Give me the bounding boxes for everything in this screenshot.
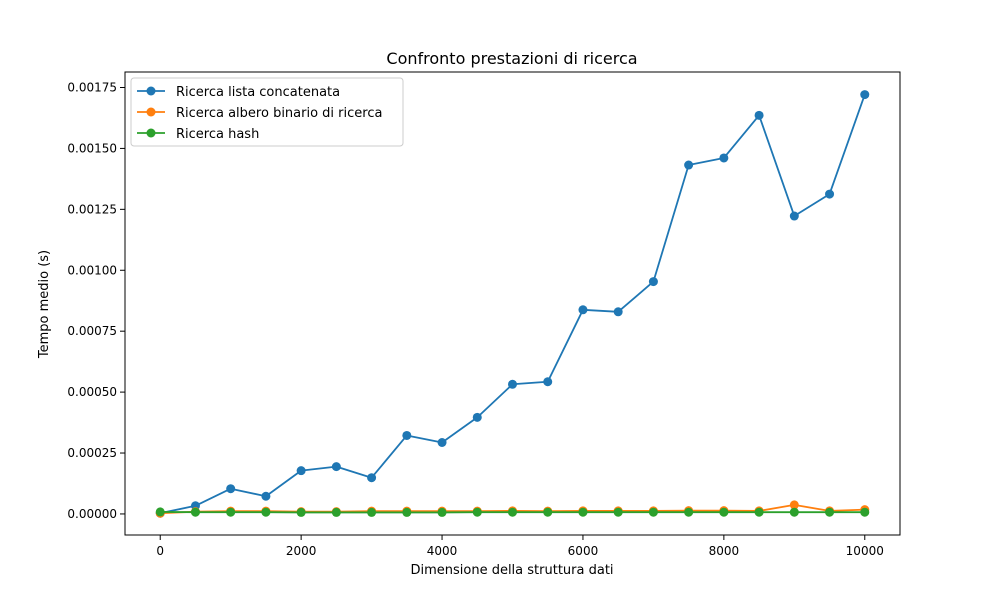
y-tick-label: 0.00000 [67,507,117,521]
data-point [155,507,165,517]
data-point [613,507,623,517]
data-point [226,484,236,494]
data-point [437,507,447,517]
y-tick-label: 0.00150 [67,141,117,155]
data-point [190,507,200,517]
legend-marker [146,86,156,96]
data-point [472,507,482,517]
y-axis-ticks: 0.00000 0.00025 0.00050 0.00075 0.00100 0.001… [67,80,125,521]
data-point [226,507,236,517]
x-tick-label: 6000 [568,544,599,558]
data-point [331,462,341,472]
legend-marker [146,128,156,138]
legend-marker [146,107,156,117]
y-tick-label: 0.00025 [67,446,117,460]
data-point [367,507,377,517]
data-point [543,377,553,387]
data-point [261,507,271,517]
series-3 [155,507,870,517]
data-point [825,507,835,517]
data-point [367,473,377,483]
data-point [684,160,694,170]
x-tick-label: 8000 [709,544,740,558]
data-point [296,466,306,476]
data-point [578,507,588,517]
y-tick-label: 0.00075 [67,324,117,338]
data-point [402,430,412,440]
y-axis-label: Tempo medio (s) [37,250,52,359]
y-tick-label: 0.00050 [67,385,117,399]
data-point [543,507,553,517]
y-tick-label: 0.00125 [67,202,117,216]
legend-frame [130,77,404,147]
legend-label: Ricerca hash [176,127,259,142]
data-point [789,500,799,510]
x-tick-label: 2000 [286,544,317,558]
x-axis-label: Dimensione della struttura dati [410,563,613,578]
x-tick-label: 10000 [846,544,884,558]
legend: Ricerca lista concatenata Ricerca albero … [130,77,404,147]
data-point [684,507,694,517]
x-tick-label: 0 [156,544,164,558]
data-point [860,507,870,517]
data-point [648,507,658,517]
data-point [719,507,729,517]
chart-title: Confronto prestazioni di ricerca [386,49,637,68]
y-tick-label: 0.00100 [67,263,117,277]
data-point [648,277,658,287]
data-point [860,90,870,100]
legend-label: Ricerca lista concatenata [176,85,340,100]
data-point [508,507,517,517]
data-point [261,491,271,501]
data-point [437,437,447,447]
x-tick-label: 4000 [427,544,458,558]
data-point [296,507,306,517]
legend-label: Ricerca albero binario di ricerca [176,106,382,121]
legend-item: Ricerca albero binario di ricerca [137,106,382,121]
x-axis-ticks: 0 2000 4000 6000 8000 10000 [156,535,884,558]
y-tick-label: 0.00175 [67,80,117,94]
data-point [402,507,412,517]
data-point [789,211,799,221]
legend-item: Ricerca lista concatenata [137,85,340,100]
data-point [754,507,764,517]
series-layer [155,90,870,518]
data-point [789,507,799,517]
legend-items: Ricerca lista concatenata Ricerca albero … [137,85,382,142]
data-point [508,379,517,389]
data-point [578,305,588,315]
data-point [331,507,341,517]
legend-item: Ricerca hash [137,127,259,142]
data-point [825,189,835,199]
data-point [613,307,623,317]
plot-frame [124,71,901,536]
data-point [754,110,764,120]
data-point [472,412,482,422]
data-point [719,153,729,163]
